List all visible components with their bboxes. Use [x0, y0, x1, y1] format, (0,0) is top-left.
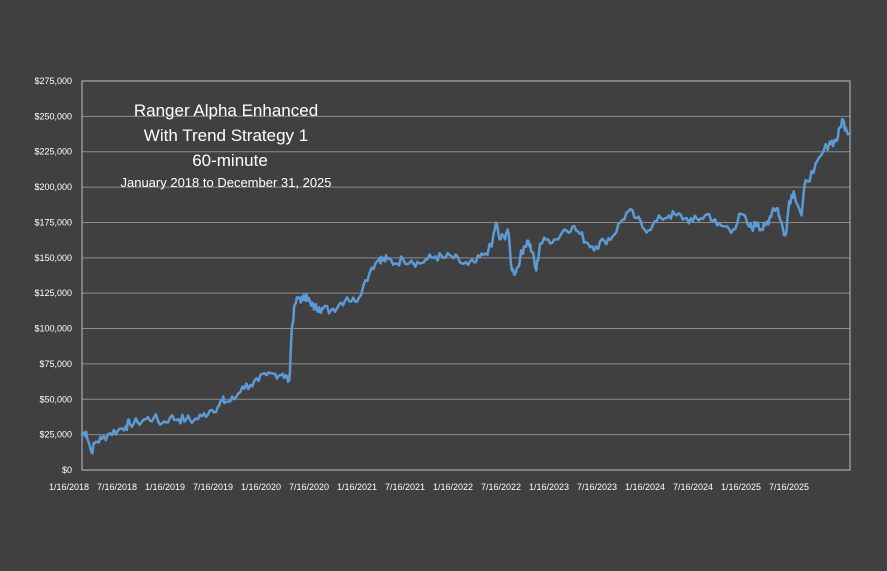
x-tick-label: 1/16/2023	[529, 482, 569, 492]
series-line-equity	[80, 117, 852, 455]
y-tick-label: $75,000	[39, 359, 72, 369]
y-tick-label: $25,000	[39, 430, 72, 440]
x-tick-label: 7/16/2024	[673, 482, 713, 492]
y-tick-label: $275,000	[34, 76, 72, 86]
x-tick-label: 7/16/2023	[577, 482, 617, 492]
x-tick-label: 7/16/2021	[385, 482, 425, 492]
y-tick-label: $175,000	[34, 217, 72, 227]
chart-title-line-1: Ranger Alpha Enhanced	[134, 101, 318, 120]
x-tick-label: 7/16/2020	[289, 482, 329, 492]
y-tick-label: $125,000	[34, 288, 72, 298]
x-tick-label: 7/16/2018	[97, 482, 137, 492]
x-tick-label: 1/16/2025	[721, 482, 761, 492]
y-tick-label: $150,000	[34, 253, 72, 263]
y-axis: $0 $25,000 $50,000 $75,000 $100,000 $125,000 $…	[34, 76, 72, 475]
x-tick-label: 7/16/2022	[481, 482, 521, 492]
y-tick-label: $200,000	[34, 182, 72, 192]
y-tick-label: $225,000	[34, 147, 72, 157]
chart-title-line-2: With Trend Strategy 1	[144, 126, 308, 145]
x-tick-label: 7/16/2019	[193, 482, 233, 492]
plot-area-frame	[81, 80, 851, 471]
y-tick-label: $50,000	[39, 394, 72, 404]
x-tick-label: 1/16/2022	[433, 482, 473, 492]
x-tick-label: 7/16/2025	[769, 482, 809, 492]
chart-subtitle: January 2018 to December 31, 2025	[120, 175, 331, 190]
x-tick-label: 1/16/2019	[145, 482, 185, 492]
y-tick-label: $250,000	[34, 111, 72, 121]
x-tick-label: 1/16/2024	[625, 482, 665, 492]
x-tick-label: 1/16/2021	[337, 482, 377, 492]
y-tick-label: $0	[62, 465, 72, 475]
x-tick-label: 1/16/2020	[241, 482, 281, 492]
y-tick-label: $100,000	[34, 324, 72, 334]
chart-title-line-3: 60-minute	[192, 151, 268, 170]
gridlines	[82, 115, 850, 436]
x-tick-label: 1/16/2018	[49, 482, 89, 492]
x-axis: 1/16/2018 7/16/2018 1/16/2019 7/16/2019 1/16…	[49, 482, 809, 492]
